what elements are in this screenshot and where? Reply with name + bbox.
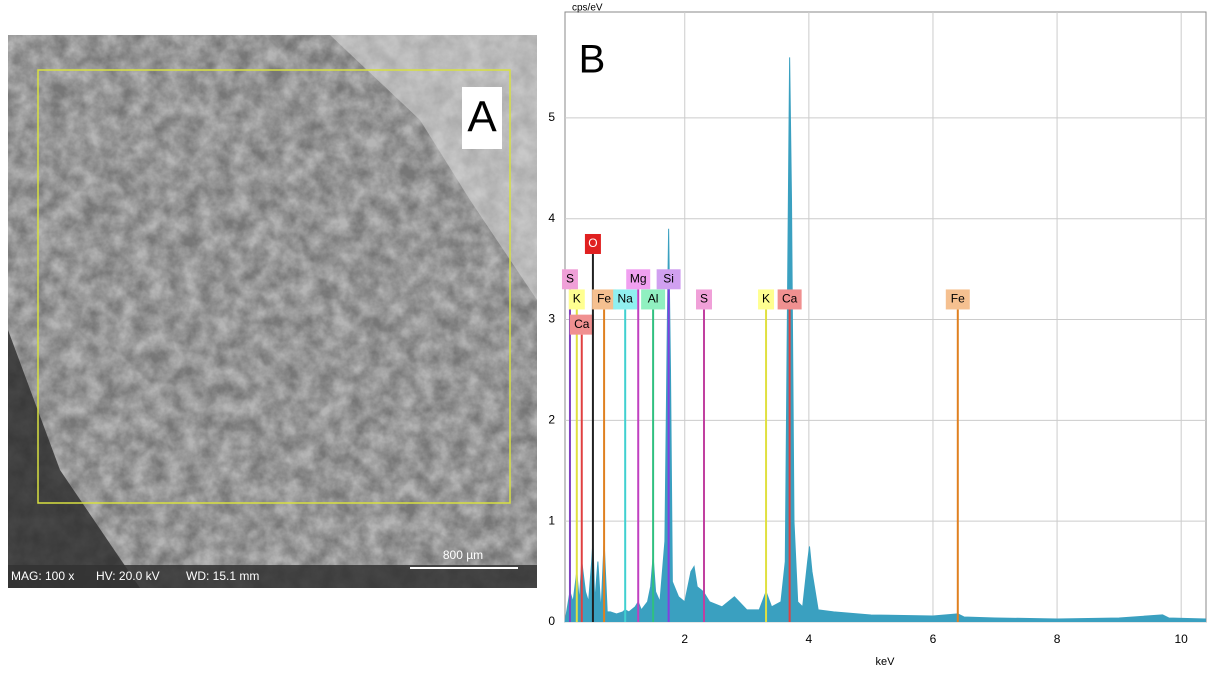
element-label-box [584, 233, 601, 254]
x-tick-label: 8 [1054, 632, 1061, 646]
element-label: K [573, 292, 581, 306]
element-label: K [762, 292, 770, 306]
element-label: Mg [630, 271, 647, 285]
x-tick-label: 2 [681, 632, 688, 646]
hv-text: HV: 20.0 kV [96, 569, 160, 583]
y-tick-label: 4 [548, 211, 555, 225]
element-label-box [561, 269, 578, 290]
y-axis-label: cps/eV [572, 3, 603, 14]
sem-shadow [8, 330, 140, 588]
element-label: O [588, 236, 597, 250]
element-label-box [592, 289, 617, 310]
x-tick-label: 4 [806, 632, 813, 646]
element-label: Si [663, 271, 674, 285]
element-label-box [568, 289, 585, 310]
element-label: Al [648, 292, 659, 306]
panel-label: B [579, 38, 606, 82]
wd-text: WD: 15.1 mm [186, 569, 259, 583]
element-label-box [641, 289, 666, 310]
y-tick-label: 0 [548, 614, 555, 628]
label-box [462, 87, 502, 149]
roi-frame [37, 69, 511, 504]
plot-area [564, 11, 1207, 623]
info-bar [8, 565, 537, 588]
element-label-box [777, 289, 802, 310]
element-label: Fe [597, 292, 611, 306]
element-label-box [613, 289, 638, 310]
element-label: Fe [951, 292, 965, 306]
panel-label: A [467, 93, 497, 142]
x-axis-label: keV [876, 656, 896, 668]
x-tick-label: 10 [1174, 632, 1188, 646]
y-tick-label: 5 [548, 110, 555, 124]
y-tick-label: 1 [548, 513, 555, 527]
element-label-box [758, 289, 775, 310]
element-label: S [700, 292, 708, 306]
element-label-box [569, 314, 594, 335]
element-label: S [566, 271, 574, 285]
scale-text: 800 µm [443, 548, 483, 562]
element-label-box [695, 289, 712, 310]
element-label: Ca [782, 292, 798, 306]
x-tick-label: 6 [930, 632, 937, 646]
spectrum [564, 57, 1207, 623]
y-tick-label: 2 [548, 413, 555, 427]
y-tick-label: 3 [548, 312, 555, 326]
element-label-box [945, 289, 970, 310]
element-label-box [656, 269, 681, 290]
element-label: Na [618, 292, 634, 306]
panel-a: A MAG: 100 x HV: 20.0 kV WD: 15.1 mm 800… [8, 35, 537, 588]
mag-text: MAG: 100 x [11, 569, 74, 583]
element-label-box [626, 269, 651, 290]
element-label: Ca [574, 317, 590, 331]
